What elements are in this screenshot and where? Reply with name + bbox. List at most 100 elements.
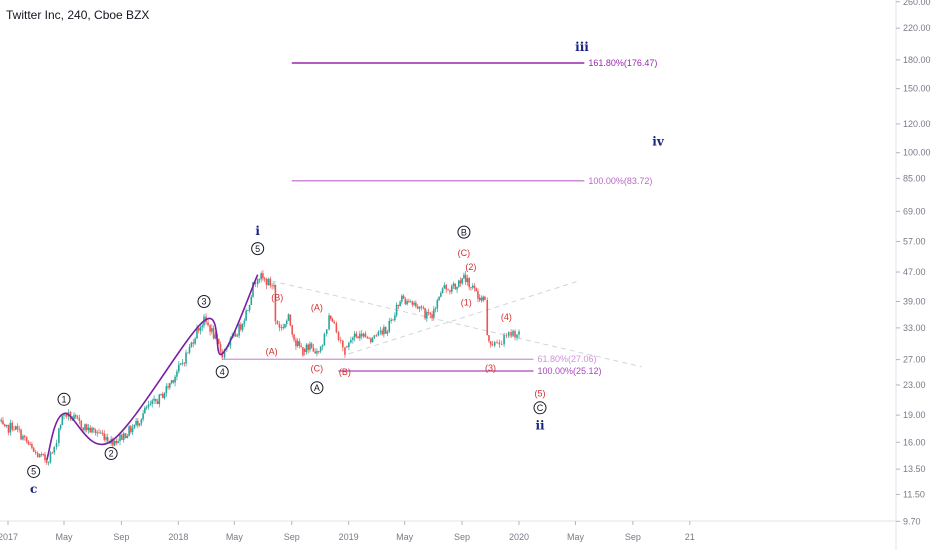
candle-body — [165, 386, 168, 394]
candle-body — [248, 304, 251, 311]
candle-body — [388, 321, 391, 332]
candle-body — [174, 376, 176, 383]
candle-body — [433, 309, 435, 318]
candle-body — [295, 339, 297, 347]
candle-body — [314, 351, 316, 354]
fibonacci-levels: 161.80%(176.47) 100.00%(83.72) 61.80%(27.0… — [222, 58, 657, 376]
candle-body — [147, 404, 150, 408]
candle-body — [113, 440, 116, 446]
wave-label: 5 — [31, 467, 36, 477]
candle-body — [493, 342, 496, 346]
wave-label-circle — [457, 225, 471, 239]
candle-body — [293, 334, 295, 340]
candle-body — [274, 285, 277, 322]
candle-body — [156, 401, 159, 405]
candle-body — [258, 279, 261, 280]
candle-body — [375, 335, 378, 337]
candle-body — [408, 301, 410, 302]
x-axis[interactable]: 2017 May Sep 2018 May Sep 2019 May Sep 2020 May Sep… — [0, 521, 695, 542]
x-tick-label: Sep — [284, 532, 300, 542]
candle-body — [32, 447, 35, 452]
wave-label-circle — [27, 464, 41, 478]
candle-body — [185, 352, 187, 364]
candle-body — [59, 425, 62, 429]
candle-body — [247, 310, 249, 312]
candle-body — [25, 437, 28, 442]
candle-body — [194, 338, 196, 344]
y-tick-label: 100.00 — [903, 148, 931, 158]
candle-body — [241, 323, 244, 330]
y-tick-label: 47.00 — [903, 267, 926, 277]
candle-body — [339, 340, 342, 341]
candle-body — [316, 350, 318, 354]
candle-body — [192, 342, 195, 344]
trend-line — [348, 280, 580, 355]
candle-body — [518, 331, 520, 335]
y-tick-label: 16.00 — [903, 437, 926, 447]
y-axis[interactable]: 260.00 220.00 180.00 150.00 120.00 100.00 85.0… — [896, 0, 931, 526]
candle-body — [155, 398, 157, 402]
y-tick-label: 220.00 — [903, 23, 931, 33]
candle-body — [348, 342, 350, 348]
candle-body — [144, 407, 146, 414]
candle-body — [82, 427, 84, 431]
candle-body — [395, 304, 398, 316]
candle-body — [233, 333, 235, 337]
candle-body — [377, 331, 380, 336]
candle-body — [197, 327, 200, 331]
candle-body — [480, 297, 483, 301]
candle-body — [151, 400, 153, 405]
wave-label: (A) — [266, 347, 278, 357]
candle-body — [468, 278, 470, 288]
candle-body — [250, 296, 253, 305]
candle-body — [278, 324, 281, 328]
candle-body — [207, 322, 209, 326]
candle-body — [477, 291, 479, 299]
wave-label: iii — [575, 40, 589, 54]
candle-body — [516, 334, 518, 338]
candle-body — [145, 407, 148, 409]
candle-body — [360, 333, 363, 337]
wave-label-circle — [104, 447, 118, 461]
wave-label-circle — [310, 381, 324, 395]
candle-body — [89, 427, 92, 433]
candle-body — [13, 429, 15, 431]
candle-body — [131, 427, 134, 433]
x-tick-label: May — [567, 532, 585, 542]
wave-label: (2) — [465, 262, 476, 272]
candle-body — [310, 343, 313, 348]
candle-body — [212, 328, 215, 339]
candle-body — [328, 315, 330, 330]
candle-body — [486, 300, 489, 336]
candle-body — [461, 278, 464, 284]
candle-body — [296, 341, 299, 347]
candle-body — [355, 333, 358, 337]
candle-body — [475, 288, 477, 292]
candle-body — [179, 363, 182, 365]
candle-body — [399, 301, 401, 306]
candle-body — [53, 447, 55, 453]
candle-body — [211, 328, 213, 332]
candle-body — [489, 341, 492, 345]
candle-body — [415, 302, 417, 307]
candle-body — [276, 321, 279, 325]
wave-label: C — [537, 403, 544, 413]
candle-body — [280, 327, 283, 328]
candle-body — [74, 415, 77, 417]
x-tick-label: 2018 — [168, 532, 188, 542]
candle-body — [96, 432, 99, 434]
candle-body — [105, 437, 107, 440]
wave-label: (B) — [339, 367, 351, 377]
candle-body — [507, 332, 510, 336]
candle-body — [49, 452, 52, 463]
candle-body — [18, 428, 20, 430]
x-tick-label: 21 — [685, 532, 695, 542]
y-tick-label: 19.00 — [903, 410, 926, 420]
y-tick-label: 150.00 — [903, 84, 931, 94]
candle-body — [463, 274, 465, 279]
candle-body — [94, 429, 97, 434]
candle-body — [329, 315, 332, 319]
candle-body — [9, 422, 12, 433]
y-tick-label: 23.00 — [903, 380, 926, 390]
